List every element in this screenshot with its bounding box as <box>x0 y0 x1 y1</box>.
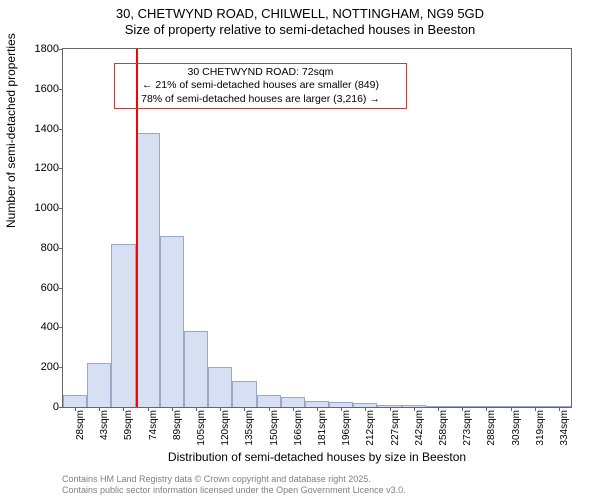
x-tick-label: 242sqm <box>414 410 425 446</box>
annotation-line-1: 30 CHETWYND ROAD: 72sqm <box>121 66 400 79</box>
x-tick-label: 89sqm <box>172 410 183 440</box>
y-tick-label: 1400 <box>35 123 59 135</box>
y-tick-label: 400 <box>41 321 59 333</box>
histogram-bar <box>111 244 135 407</box>
histogram-bar <box>136 133 160 407</box>
x-tick-label: 181sqm <box>317 410 328 446</box>
x-tick-label: 105sqm <box>196 410 207 446</box>
x-tick-label: 135sqm <box>244 410 255 446</box>
x-tick-label: 227sqm <box>390 410 401 446</box>
y-axis-label: Number of semi-detached properties <box>4 33 18 228</box>
x-tick-label: 150sqm <box>269 410 280 446</box>
annotation-box: 30 CHETWYND ROAD: 72sqm ← 21% of semi-de… <box>114 63 407 108</box>
title-line-2: Size of property relative to semi-detach… <box>0 22 600 38</box>
title-line-1: 30, CHETWYND ROAD, CHILWELL, NOTTINGHAM,… <box>0 6 600 22</box>
x-tick-label: 273sqm <box>462 410 473 446</box>
y-tick-label: 1600 <box>35 83 59 95</box>
histogram-bar <box>63 395 87 407</box>
histogram-bar <box>281 397 305 407</box>
x-tick-label: 319sqm <box>535 410 546 446</box>
x-tick-label: 334sqm <box>559 410 570 446</box>
x-tick-label: 43sqm <box>99 410 110 440</box>
x-tick-label: 166sqm <box>293 410 304 446</box>
histogram-bar <box>208 367 232 407</box>
x-tick-label: 303sqm <box>511 410 522 446</box>
x-tick-label: 120sqm <box>220 410 231 446</box>
annotation-line-2: ← 21% of semi-detached houses are smalle… <box>121 79 400 92</box>
footer-line-2: Contains public sector information licen… <box>62 485 406 496</box>
plot-area: 02004006008001000120014001600180028sqm43… <box>62 48 572 408</box>
annotation-line-3: 78% of semi-detached houses are larger (… <box>121 93 400 106</box>
title-block: 30, CHETWYND ROAD, CHILWELL, NOTTINGHAM,… <box>0 0 600 39</box>
histogram-bar <box>160 236 184 407</box>
footer-line-1: Contains HM Land Registry data © Crown c… <box>62 474 406 485</box>
y-tick-label: 1000 <box>35 202 59 214</box>
x-tick-label: 28sqm <box>75 410 86 440</box>
x-tick-label: 288sqm <box>486 410 497 446</box>
x-tick-label: 59sqm <box>123 410 134 440</box>
y-tick-label: 200 <box>41 361 59 373</box>
x-tick-label: 212sqm <box>365 410 376 446</box>
y-tick-label: 600 <box>41 282 59 294</box>
y-tick-label: 1200 <box>35 162 59 174</box>
x-tick-label: 74sqm <box>148 410 159 440</box>
histogram-bar <box>184 331 208 407</box>
footer-attribution: Contains HM Land Registry data © Crown c… <box>62 474 406 496</box>
histogram-bar <box>87 363 111 407</box>
histogram-bar <box>257 395 281 407</box>
y-tick-label: 800 <box>41 242 59 254</box>
chart-container: 30, CHETWYND ROAD, CHILWELL, NOTTINGHAM,… <box>0 0 600 500</box>
x-tick-label: 258sqm <box>438 410 449 446</box>
x-axis-label: Distribution of semi-detached houses by … <box>62 450 572 464</box>
x-tick-label: 196sqm <box>341 410 352 446</box>
histogram-bar <box>232 381 256 407</box>
y-tick-label: 1800 <box>35 43 59 55</box>
